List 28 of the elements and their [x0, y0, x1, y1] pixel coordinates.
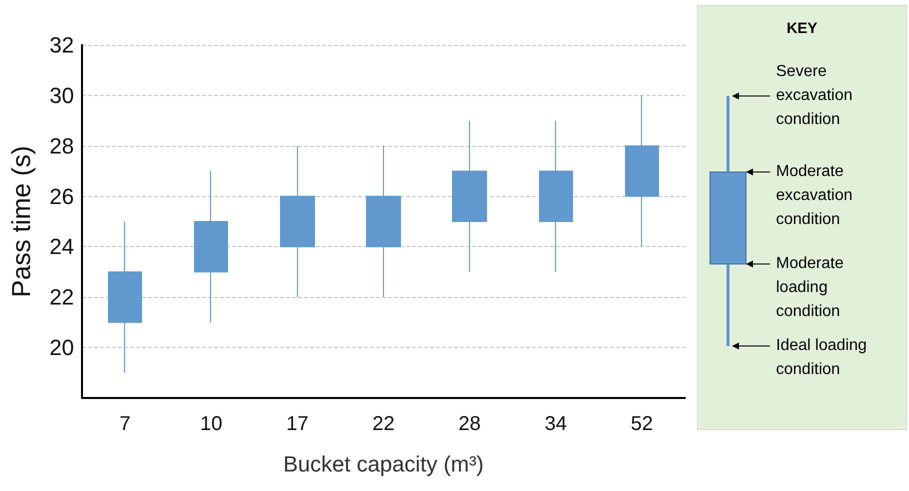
text: Ideal loading condition: [776, 336, 868, 380]
candlestick: [625, 94, 659, 248]
x-tick-label: 28: [458, 413, 481, 435]
x-tick-label: 10: [200, 413, 222, 435]
y-tick-label: 32: [50, 32, 74, 58]
candlestick: [539, 120, 573, 272]
y-axis-title: Pass time (s): [6, 146, 36, 298]
x-tick-label: 52: [630, 413, 654, 435]
candlestick: [366, 145, 401, 298]
y-tick-label: 20: [50, 335, 74, 360]
y-tick-label: 26: [50, 184, 74, 209]
candlestick: [194, 170, 228, 323]
x-tick-label: 22: [372, 413, 395, 435]
x-tick-label: 7: [120, 413, 131, 435]
text: Moderate loading condition: [776, 254, 845, 322]
text: Moderate excavation condition: [776, 162, 854, 230]
text: Severe excavation condition: [776, 62, 854, 130]
x-tick-label: 34: [544, 413, 567, 435]
y-tick-label: 22: [50, 284, 74, 310]
y-tick-label: 28: [50, 133, 74, 158]
y-tick-label: 30: [50, 82, 74, 108]
candlestick: [108, 221, 142, 374]
y-tick-label: 24: [50, 234, 74, 260]
x-axis-title: Bucket capacity (m³): [283, 452, 484, 476]
candlestick: [452, 120, 487, 272]
text: KEY: [786, 20, 818, 37]
x-tick-label: 17: [286, 413, 308, 435]
candlestick: [280, 145, 315, 298]
